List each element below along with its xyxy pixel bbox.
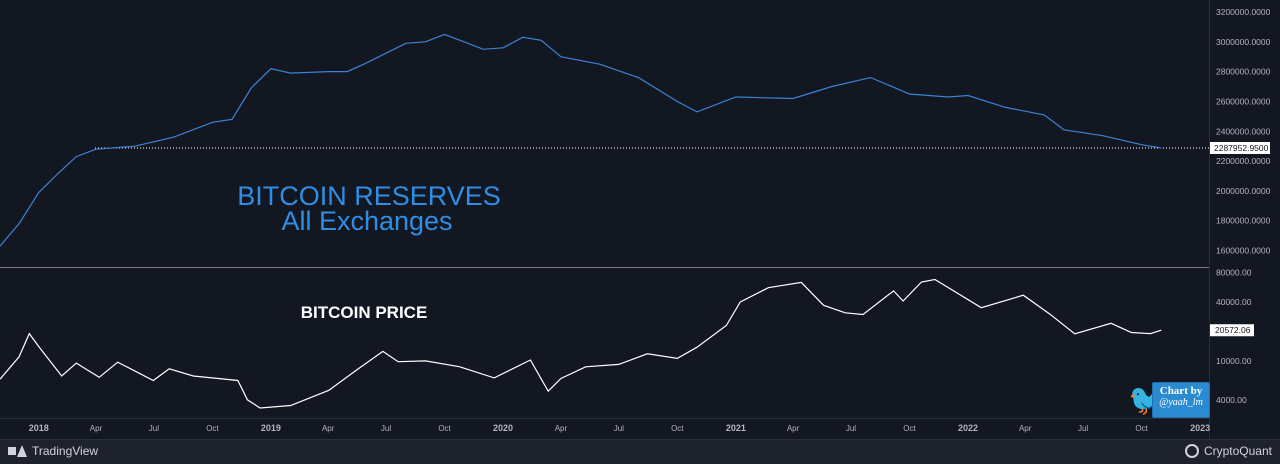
reserves-y-tick-label: 2400000.0000: [1216, 126, 1271, 136]
time-axis-tick-label: Jul: [381, 424, 391, 433]
price-last-value-label: 20572.06: [1215, 325, 1251, 335]
reserves-last-value-label: 2287952.9500: [1214, 143, 1269, 153]
time-axis-tick-label: Jul: [1078, 424, 1088, 433]
time-axis-tick-label: 2022: [958, 423, 978, 433]
reserves-y-tick-label: 1800000.0000: [1216, 216, 1271, 226]
time-axis-tick-label: Apr: [322, 424, 335, 433]
time-axis-tick-label: 2020: [493, 423, 513, 433]
time-axis-tick-label: 2018: [29, 423, 49, 433]
tradingview-label: TradingView: [32, 444, 99, 458]
time-axis-tick-label: Oct: [903, 424, 916, 433]
time-axis-tick-label: 2023: [1190, 423, 1210, 433]
reserves-y-tick-label: 3200000.0000: [1216, 7, 1271, 17]
time-axis-tick-label: Oct: [438, 424, 451, 433]
cryptoquant-label: CryptoQuant: [1203, 444, 1272, 458]
reserves-y-tick-label: 1600000.0000: [1216, 246, 1271, 256]
price-y-tick-label: 10000.00: [1216, 356, 1252, 366]
reserves-series-line: [0, 33, 1162, 247]
time-axis-tick-label: Oct: [671, 424, 684, 433]
time-axis-tick-label: Jul: [614, 424, 624, 433]
time-axis-tick-label: Oct: [1135, 424, 1148, 433]
price-y-tick-label: 40000.00: [1216, 297, 1252, 307]
time-axis-tick-label: Jul: [846, 424, 856, 433]
price-y-axis[interactable]: 80000.00 40000.00 10000.00 4000.00: [1216, 268, 1252, 405]
credit-line-2: @yaah_lm: [1159, 397, 1203, 408]
price-title: BITCOIN PRICE: [301, 303, 428, 322]
time-axis[interactable]: 2018 Apr Jul Oct 2019 Apr Jul Oct 2020 Apr Jul Oct 2…: [29, 423, 1210, 433]
time-axis-tick-label: Apr: [1019, 424, 1032, 433]
price-pane[interactable]: 80000.00 40000.00 10000.00 4000.00 20572.06…: [0, 268, 1254, 409]
price-series-line: [0, 278, 1162, 409]
time-axis-tick-label: Apr: [555, 424, 568, 433]
reserves-y-tick-label: 3000000.0000: [1216, 37, 1271, 47]
reserves-y-tick-label: 2800000.0000: [1216, 67, 1271, 77]
time-axis-tick-label: 2021: [726, 423, 746, 433]
reserves-last-value-box: [1210, 141, 1270, 154]
time-axis-tick-label: Apr: [787, 424, 800, 433]
time-axis-tick-label: 2019: [261, 423, 281, 433]
footer-bar: TradingView CryptoQuant: [0, 439, 1280, 464]
cryptoquant-brand[interactable]: CryptoQuant: [1184, 444, 1272, 458]
time-axis-tick-label: Oct: [206, 424, 219, 433]
reserves-y-axis[interactable]: 3200000.0000 3000000.0000 2800000.0000 2600…: [1216, 7, 1271, 256]
price-last-value-box: [1210, 324, 1254, 337]
reserves-y-tick-label: 2600000.0000: [1216, 96, 1271, 106]
author-credit-badge: 🐦 Chart by @yaah_lm: [1128, 380, 1210, 420]
tradingview-logo-icon: [8, 445, 27, 457]
price-y-tick-label: 4000.00: [1216, 395, 1247, 405]
reserves-y-tick-label: 2200000.0000: [1216, 156, 1271, 166]
price-y-tick-label: 80000.00: [1216, 268, 1252, 278]
credit-line-1: Chart by: [1159, 385, 1203, 397]
cryptoquant-logo-icon: [1184, 444, 1199, 458]
reserves-title: BITCOIN RESERVES: [237, 181, 501, 211]
reserves-subtitle: All Exchanges: [281, 206, 452, 236]
time-axis-tick-label: Jul: [149, 424, 159, 433]
credit-box: Chart by @yaah_lm: [1152, 382, 1210, 418]
reserves-y-tick-label: 2000000.0000: [1216, 186, 1271, 196]
tradingview-brand[interactable]: TradingView: [8, 444, 98, 458]
reserves-pane[interactable]: 3200000.0000 3000000.0000 2800000.0000 2600…: [0, 7, 1271, 256]
time-axis-tick-label: Apr: [90, 424, 103, 433]
